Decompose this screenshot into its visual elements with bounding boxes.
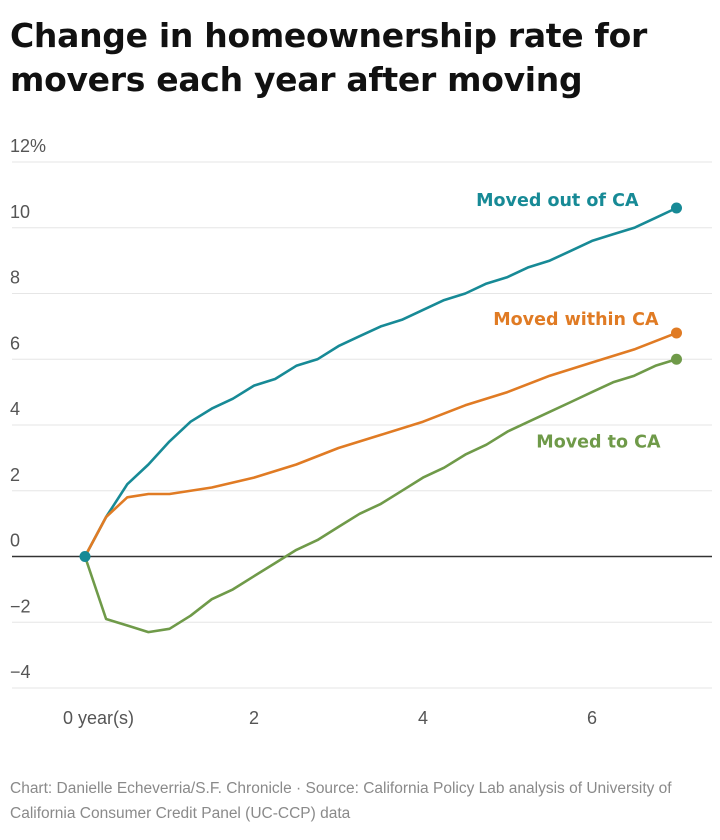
y-tick-label: 6: [10, 333, 20, 353]
y-tick-label: −2: [10, 596, 31, 616]
series-labels: Moved out of CA Moved within CA Moved to C…: [476, 191, 661, 452]
y-tick-label: 0: [10, 531, 20, 551]
chart-title: Change in homeownership rate for movers …: [10, 16, 647, 99]
series-end-point-moved-out-of-ca: [671, 202, 682, 214]
x-axis-ticks: 0 year(s) 2 4 6: [63, 708, 597, 728]
series-end-point-moved-within-ca: [671, 327, 682, 339]
x-tick-label: 4: [418, 708, 428, 728]
line-chart: 12% 10 8 6 4 2 0 −2 −4 0 year(s) 2 4 6 Moved out of…: [10, 136, 712, 728]
y-tick-label: 12%: [10, 136, 46, 156]
y-tick-label: 8: [10, 268, 20, 288]
series-line-moved-out-of-ca: [83, 206, 678, 558]
x-tick-label: 2: [249, 708, 259, 728]
y-tick-label: 2: [10, 465, 20, 485]
y-axis-ticks: 12% 10 8 6 4 2 0 −2 −4: [10, 136, 46, 682]
series-line-moved-to-ca: [83, 357, 678, 634]
gridlines: [12, 161, 712, 689]
series-end-point-moved-to-ca: [671, 353, 682, 365]
series-label-moved-to-ca: Moved to CA: [536, 432, 661, 452]
y-tick-label: 10: [10, 202, 30, 222]
x-tick-label: 6: [587, 708, 597, 728]
origin-point: [79, 551, 91, 562]
chart-credit: Chart: Danielle Echeverria/S.F. Chronicl…: [10, 780, 672, 822]
x-tick-label: 0 year(s): [63, 708, 134, 728]
y-tick-label: 4: [10, 399, 20, 419]
series-lines: [79, 202, 682, 634]
y-tick-label: −4: [10, 662, 31, 682]
series-line-moved-within-ca: [83, 331, 678, 558]
series-label-moved-within-ca: Moved within CA: [493, 310, 659, 330]
series-label-moved-out-of-ca: Moved out of CA: [476, 191, 639, 211]
